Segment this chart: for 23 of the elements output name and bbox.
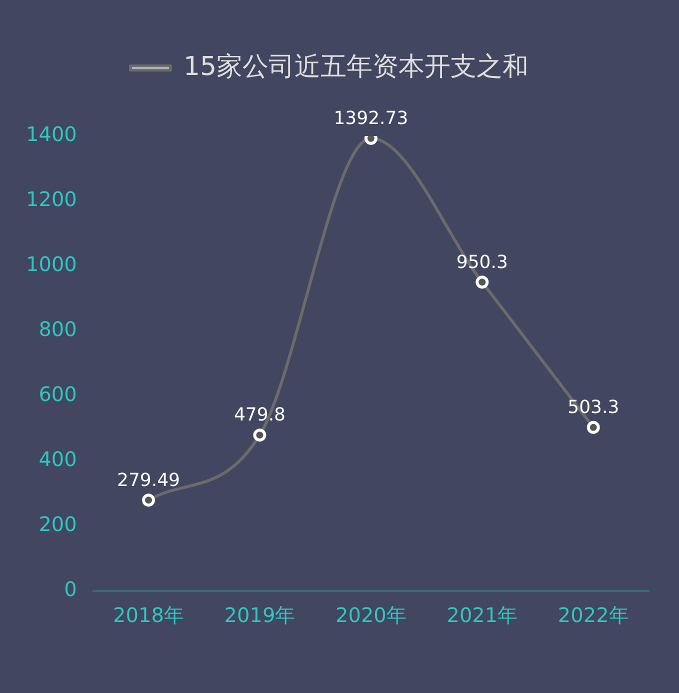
x-tick-label: 2020年 [335, 603, 406, 628]
point [476, 276, 489, 289]
point [142, 494, 156, 507]
y-tick-label: 600 [38, 382, 77, 406]
y-tick-label: 200 [38, 512, 77, 536]
point [586, 420, 600, 434]
data-label: 1392.73 [334, 108, 408, 130]
y-tick-label: 1000 [26, 252, 77, 276]
y-tick-label: 400 [38, 447, 77, 472]
y-tick-label: 0 [64, 577, 77, 602]
y-tick-label: 800 [38, 317, 77, 342]
data-label: 279.49 [117, 470, 180, 491]
data-label: 479.8 [234, 404, 286, 426]
x-tick-label: 2021年 [446, 603, 518, 628]
point [253, 428, 266, 442]
x-tick-label: 2019年 [224, 603, 296, 628]
y-tick-label: 1400 [26, 122, 77, 146]
data-label: 503.3 [568, 397, 620, 418]
y-tick-label: 1200 [26, 187, 77, 212]
x-tick-label: 2018年 [113, 603, 184, 628]
legend-label: 15家公司近五年资本开支之和 [183, 52, 529, 82]
data-label: 950.3 [456, 252, 508, 273]
x-tick-label: 2022年 [558, 603, 629, 628]
